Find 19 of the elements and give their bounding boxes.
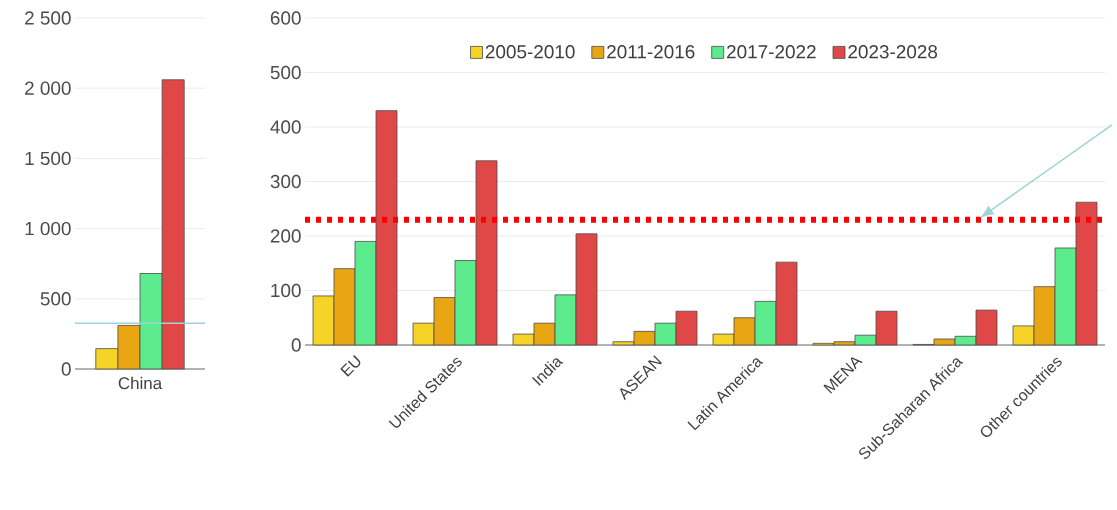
legend-label: 2011-2016 <box>607 45 695 59</box>
y-tick-label: 400 <box>270 120 301 134</box>
y-tick-label: 300 <box>270 174 301 189</box>
y-tick-label: 100 <box>271 283 301 298</box>
legend-label: 2023-2028 <box>848 45 938 59</box>
legend-label: 2005-2010 <box>485 45 575 59</box>
y-tick-label: 0 <box>291 338 301 352</box>
y-tick-label: 200 <box>270 229 301 243</box>
y-tick-label: 1 500 <box>25 151 71 166</box>
y-tick-label: 600 <box>270 11 301 25</box>
y-tick-label: 2 500 <box>25 11 71 25</box>
y-tick-label: 0 <box>61 362 71 376</box>
y-tick-label: 500 <box>270 65 301 80</box>
y-tick-label: 500 <box>40 292 71 306</box>
y-tick-label: 2 000 <box>25 81 71 95</box>
legend-label: 2017-2022 <box>727 45 816 59</box>
x-tick-label: EU <box>340 355 361 377</box>
x-tick-label: China <box>118 376 163 390</box>
y-tick-label: 1 000 <box>25 221 71 236</box>
